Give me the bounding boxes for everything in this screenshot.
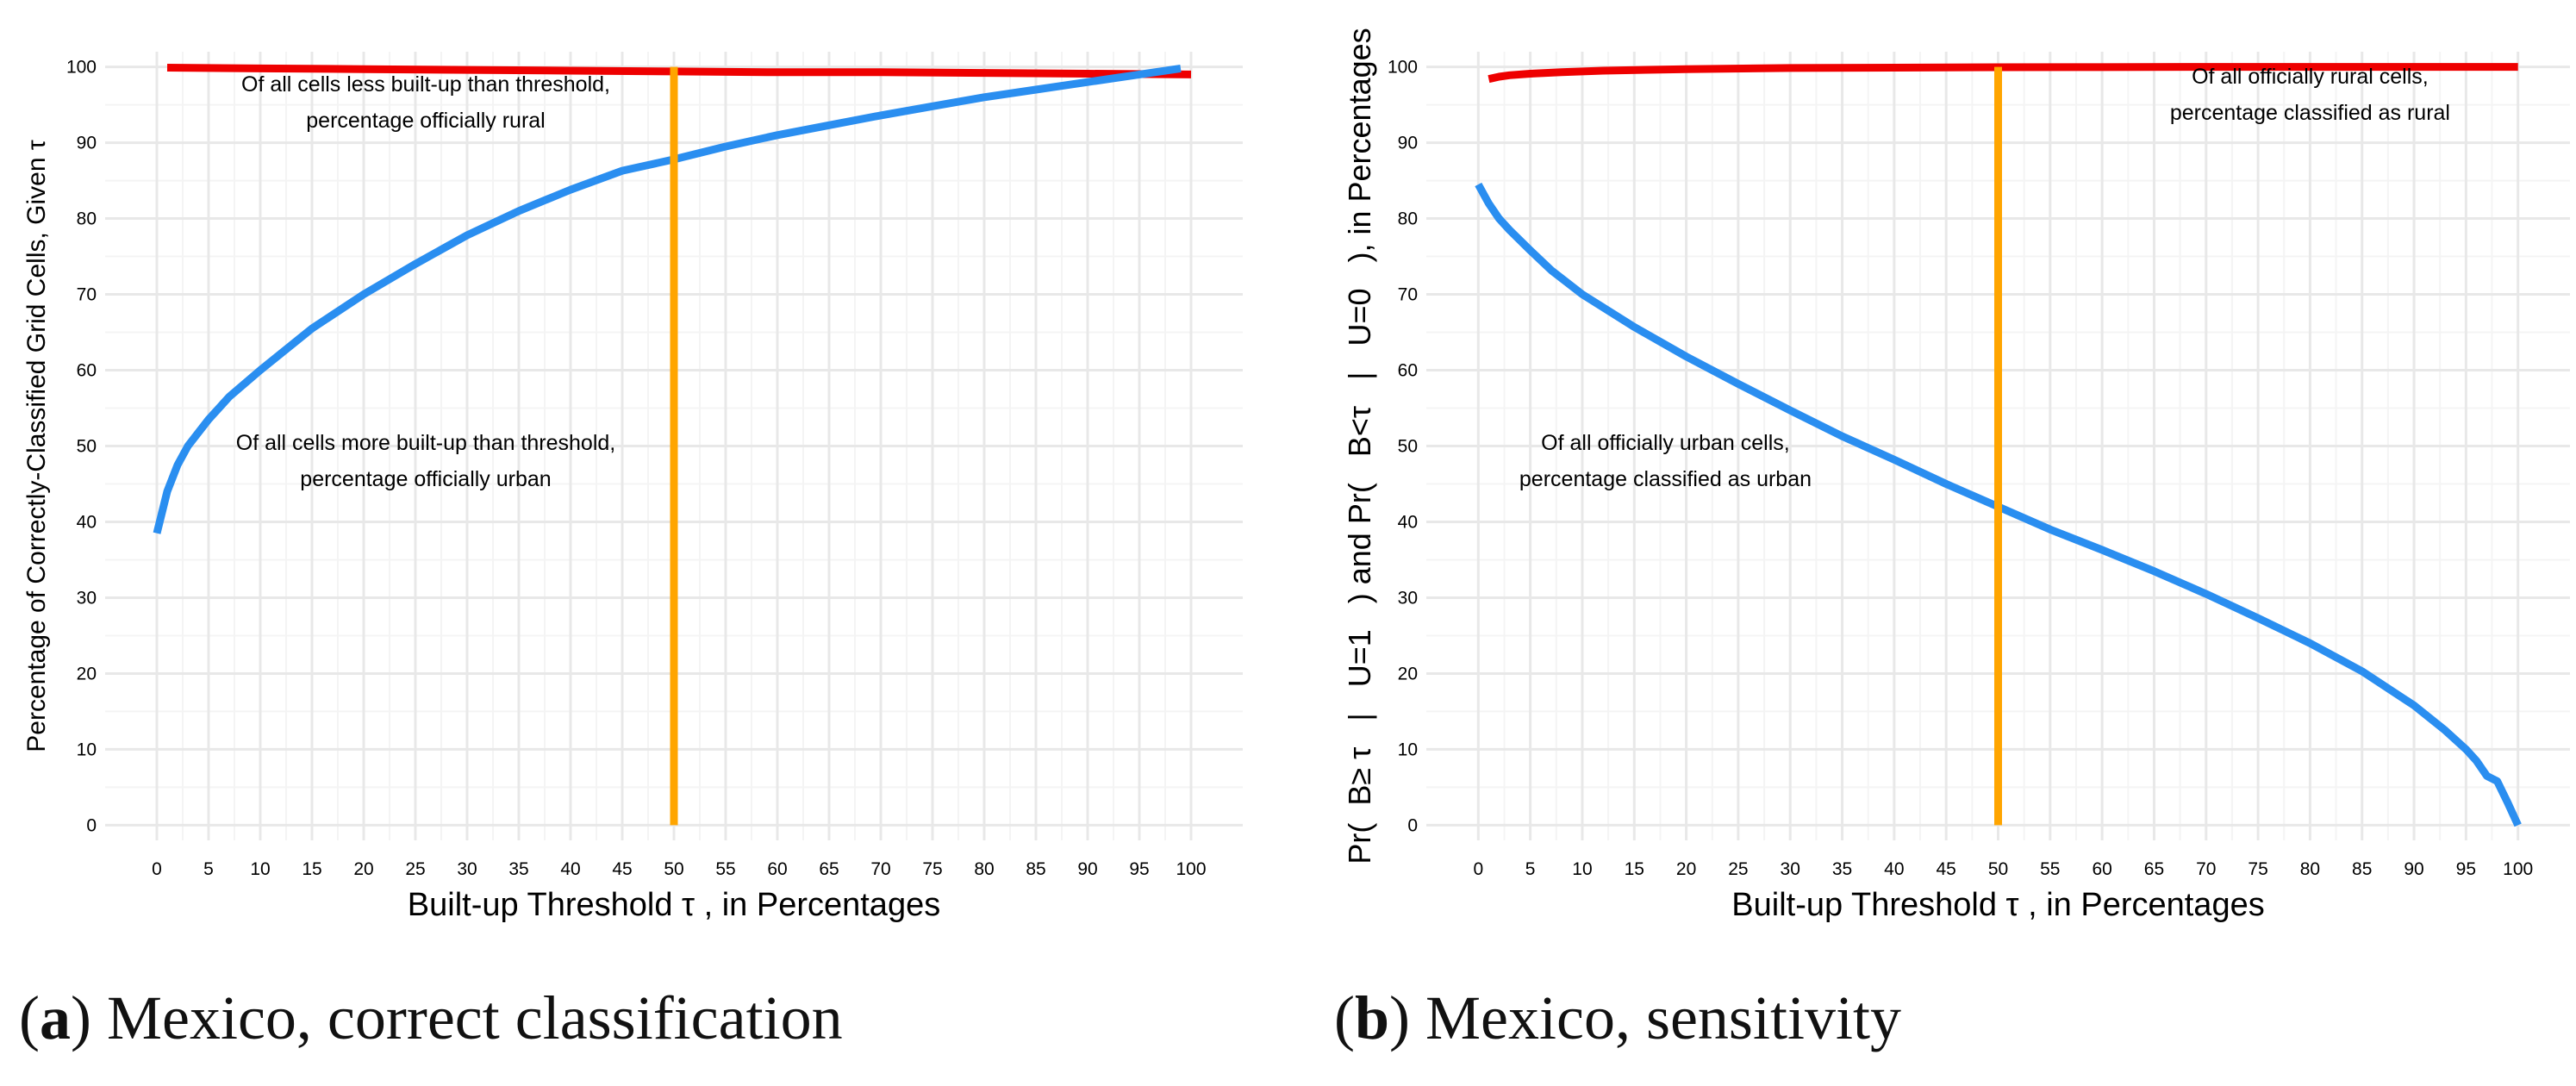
x-tick-label: 90: [1077, 859, 1097, 879]
y-tick-label: 90: [77, 134, 97, 153]
x-tick-label: 25: [405, 859, 425, 879]
y-axis-label: Pr( B≥ τ | U=1 ) and Pr( B<τ | U=0 ), in…: [1342, 28, 1377, 864]
y-tick-label: 60: [1398, 361, 1418, 381]
x-tick-label: 5: [203, 859, 214, 879]
x-tick-label: 80: [2300, 859, 2320, 879]
x-tick-label: 0: [1473, 859, 1483, 879]
x-tick-label: 35: [1832, 859, 1852, 879]
x-tick-label: 30: [457, 859, 477, 879]
caption-a: (a) Mexico, correct classification: [19, 983, 843, 1052]
chart-sensitivity: 0 5 10 15 20 25 30 35 40 45 50 55 60 65 70 75 80 85 90 95 10…: [1342, 28, 2570, 923]
x-tick-label: 75: [2248, 859, 2267, 879]
x-tick-label: 60: [767, 859, 787, 879]
caption-b-text: Mexico, sensitivity: [1425, 983, 1901, 1052]
caption-a-label: a: [39, 983, 71, 1052]
x-axis-label: Built-up Threshold τ , in Percentages: [1731, 887, 2264, 923]
x-tick-label: 50: [1988, 859, 2008, 879]
y-tick-label: 100: [66, 58, 97, 78]
x-tick-label: 95: [1129, 859, 1149, 879]
y-tick-label: 80: [77, 209, 97, 229]
annotation-text: percentage classified as urban: [1519, 467, 1812, 491]
series-line-blue: [153, 64, 1182, 534]
chart-correct-classification: 0 5 10 15 20 25 30 35 40 45 50 55 60 65 70 75 80 85 90 95 10…: [22, 52, 1243, 923]
x-tick-label: 95: [2456, 859, 2476, 879]
y-tick-label: 30: [1398, 588, 1418, 608]
x-tick-label: 5: [1525, 859, 1536, 879]
y-tick-label: 70: [77, 285, 97, 305]
y-tick-label: 70: [1398, 285, 1418, 305]
annotation-text: percentage officially urban: [300, 467, 551, 491]
x-tick-label: 20: [353, 859, 373, 879]
y-tick-label: 10: [1398, 740, 1418, 759]
x-axis-label: Built-up Threshold τ , in Percentages: [408, 887, 940, 923]
x-tick-label: 65: [2144, 859, 2164, 879]
caption-b: (b) Mexico, sensitivity: [1334, 983, 1901, 1052]
y-tick-label: 0: [1407, 815, 1418, 835]
x-tick-label: 45: [1937, 859, 1956, 879]
y-tick-label: 80: [1398, 209, 1418, 229]
x-tick-label: 45: [612, 859, 632, 879]
x-tick-label: 25: [1728, 859, 1748, 879]
y-tick-label: 40: [77, 512, 97, 532]
caption-a-text: Mexico, correct classification: [106, 983, 843, 1052]
x-tick-label: 100: [1176, 859, 1206, 879]
x-tick-label: 55: [715, 859, 735, 879]
y-tick-label: 100: [1388, 58, 1418, 78]
x-tick-label: 30: [1781, 859, 1800, 879]
x-tick-label: 50: [664, 859, 683, 879]
x-tick-label: 100: [2503, 859, 2533, 879]
x-tick-label: 85: [1026, 859, 1045, 879]
x-tick-label: 40: [1884, 859, 1904, 879]
y-tick-label: 60: [77, 361, 97, 381]
annotation-text: percentage classified as rural: [2170, 101, 2450, 125]
annotation-text: Of all cells less built-up than threshol…: [241, 72, 610, 97]
x-tick-label: 15: [1625, 859, 1644, 879]
x-tick-label: 10: [250, 859, 270, 879]
annotation-text: Of all officially urban cells,: [1541, 431, 1790, 455]
x-tick-label: 0: [152, 859, 162, 879]
y-tick-label: 0: [86, 815, 97, 835]
caption-b-label: b: [1354, 983, 1390, 1052]
y-tick-label: 10: [77, 740, 97, 759]
x-tick-label: 70: [870, 859, 890, 879]
y-tick-label: 30: [77, 588, 97, 608]
y-tick-label: 50: [1398, 437, 1418, 457]
x-tick-label: 70: [2196, 859, 2216, 879]
x-tick-label: 40: [560, 859, 580, 879]
x-tick-label: 80: [974, 859, 994, 879]
y-tick-label: 90: [1398, 134, 1418, 153]
x-tick-label: 55: [2040, 859, 2060, 879]
y-tick-label: 50: [77, 437, 97, 457]
x-tick-label: 65: [819, 859, 839, 879]
series-line-blue: [1475, 182, 2522, 827]
x-tick-label: 20: [1676, 859, 1696, 879]
annotation-text: percentage officially rural: [306, 109, 545, 133]
x-tick-label: 90: [2404, 859, 2423, 879]
x-tick-label: 75: [922, 859, 942, 879]
y-tick-label: 40: [1398, 512, 1418, 532]
x-tick-label: 35: [508, 859, 528, 879]
y-tick-label: 20: [1398, 664, 1418, 683]
x-tick-label: 85: [2352, 859, 2372, 879]
x-tick-label: 10: [1572, 859, 1592, 879]
annotation-text: Of all officially rural cells,: [2192, 65, 2429, 89]
x-tick-label: 60: [2092, 859, 2111, 879]
series-line-red: [1488, 63, 2518, 84]
annotation-text: Of all cells more built-up than threshol…: [236, 431, 616, 455]
y-axis-label: Percentage of Correctly-Classified Grid …: [22, 140, 51, 752]
x-tick-label: 15: [302, 859, 321, 879]
y-tick-label: 20: [77, 664, 97, 683]
